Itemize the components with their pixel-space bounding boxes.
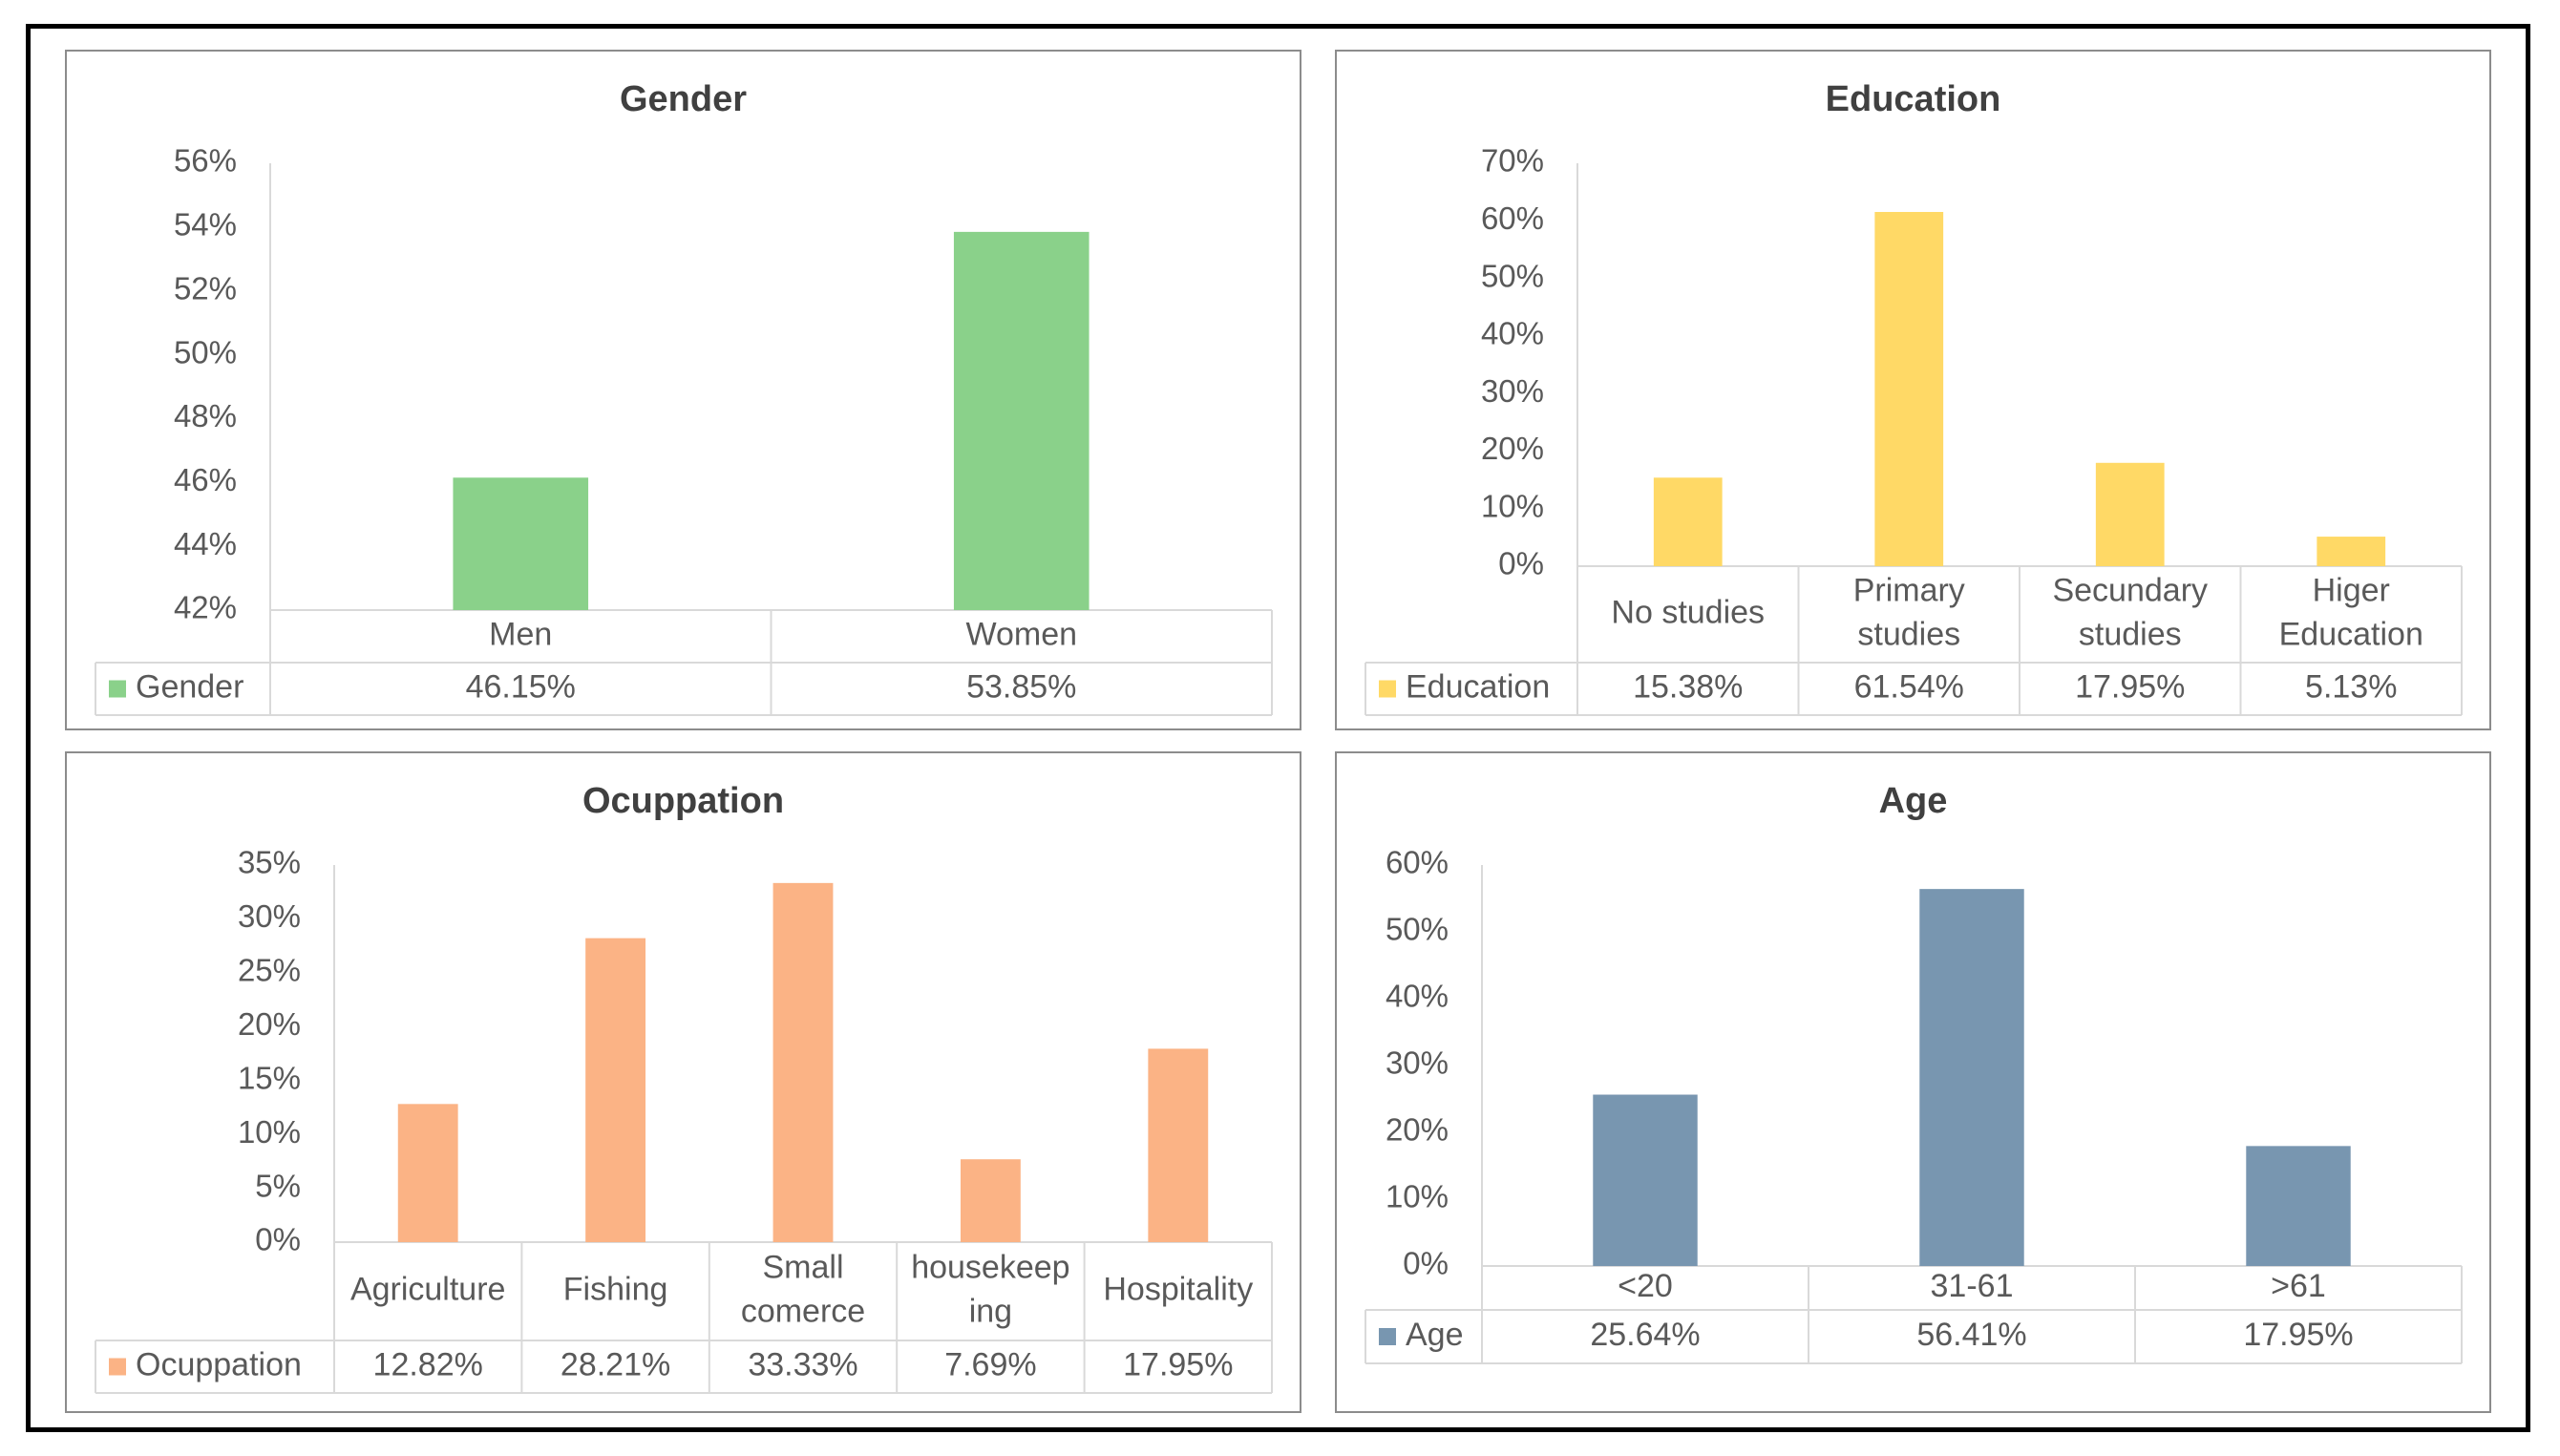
age-value-label: 17.95% (2243, 1317, 2353, 1353)
gender-legend-key (109, 680, 126, 698)
education-category-label: Higer (2313, 572, 2390, 608)
age-bar-1 (1919, 889, 2024, 1266)
gender-bar-1 (953, 231, 1090, 610)
age-bar-2 (2246, 1146, 2351, 1266)
age-category-label: 31-61 (1931, 1268, 2014, 1304)
age-bar-0 (1593, 1094, 1698, 1266)
gender-y-tick-label: 50% (174, 334, 237, 369)
age-legend-label: Age (1406, 1317, 1464, 1353)
education-y-tick-label: 50% (1481, 258, 1544, 293)
education-legend-label: Education (1406, 668, 1550, 705)
education-category-label: Primary (1853, 572, 1965, 608)
occupation-bar-1 (585, 938, 646, 1242)
occupation-chart: Ocuppation 0% 5% 10% 15% 20% 25% 30% 35% Ocuppati… (95, 781, 1273, 1394)
age-category-label: >61 (2271, 1268, 2326, 1304)
occupation-bar-2 (772, 882, 834, 1242)
age-chart-panel: Age 0% 10% 20% 30% 40% 50% 60% Age <20 25.64% 31-61… (1335, 751, 2491, 1413)
age-y-tick-label: 20% (1386, 1112, 1449, 1148)
age-category-label: <20 (1618, 1268, 1673, 1304)
occupation-category-label: ing (969, 1293, 1012, 1329)
occupation-y-tick-label: 30% (238, 898, 301, 934)
occupation-y-tick-label: 10% (238, 1114, 301, 1150)
age-value-label: 56.41% (1916, 1317, 2026, 1353)
age-y-tick-label: 10% (1386, 1179, 1449, 1214)
occupation-legend-key (109, 1358, 126, 1376)
education-chart: Education 0% 10% 20% 30% 40% 50% 60% 70% Educatio… (1365, 79, 2463, 716)
gender-category-label: Men (489, 616, 552, 652)
occupation-chart-title: Ocuppation (582, 781, 784, 821)
occupation-category-label: Small (762, 1249, 843, 1285)
education-y-tick-label: 30% (1481, 373, 1544, 409)
age-legend-key (1379, 1328, 1396, 1345)
education-value-label: 17.95% (2075, 668, 2185, 705)
gender-legend-label: Gender (136, 668, 243, 705)
gender-y-tick-label: 44% (174, 526, 237, 561)
education-category-label: studies (1857, 616, 1960, 652)
occupation-bar-3 (960, 1159, 1021, 1242)
age-y-tick-label: 40% (1386, 979, 1449, 1014)
education-y-tick-label: 70% (1481, 143, 1544, 179)
gender-y-tick-label: 42% (174, 590, 237, 625)
occupation-y-tick-label: 15% (238, 1060, 301, 1095)
age-value-label: 25.64% (1590, 1317, 1700, 1353)
gender-chart-panel: Gender 42% 44% 46% 48% 50% 52% 54% 56% Gender Men 4… (65, 50, 1301, 730)
age-y-tick-label: 0% (1403, 1246, 1449, 1281)
education-category-label: Secundary (2052, 572, 2208, 608)
education-y-tick-label: 10% (1481, 488, 1544, 523)
education-category-label: No studies (1611, 594, 1765, 630)
gender-value-label: 46.15% (466, 668, 576, 705)
occupation-category-label: comerce (741, 1293, 865, 1329)
age-y-tick-label: 60% (1386, 845, 1449, 880)
occupation-bar-4 (1148, 1048, 1209, 1242)
gender-y-tick-label: 56% (174, 143, 237, 179)
age-y-tick-label: 30% (1386, 1045, 1449, 1081)
occupation-y-tick-label: 5% (255, 1168, 301, 1203)
gender-y-tick-label: 52% (174, 270, 237, 306)
occupation-chart-panel: Ocuppation 0% 5% 10% 15% 20% 25% 30% 35% Ocuppati… (65, 751, 1301, 1413)
gender-chart: Gender 42% 44% 46% 48% 50% 52% 54% 56% Gender Men 4… (95, 79, 1273, 716)
education-chart-panel: Education 0% 10% 20% 30% 40% 50% 60% 70% Educatio… (1335, 50, 2491, 730)
occupation-y-tick-label: 25% (238, 953, 301, 988)
occupation-y-tick-label: 20% (238, 1006, 301, 1042)
occupation-value-label: 17.95% (1123, 1346, 1233, 1382)
age-chart: Age 0% 10% 20% 30% 40% 50% 60% Age <20 25.64% 31-61… (1365, 781, 2463, 1364)
education-bar-0 (1653, 477, 1723, 566)
gender-value-label: 53.85% (966, 668, 1076, 705)
gender-bar-0 (453, 477, 589, 610)
education-y-tick-label: 0% (1498, 546, 1544, 581)
education-y-tick-label: 20% (1481, 431, 1544, 466)
occupation-value-label: 7.69% (944, 1346, 1036, 1382)
occupation-category-label: Fishing (563, 1271, 668, 1307)
education-value-label: 15.38% (1633, 668, 1743, 705)
gender-chart-title: Gender (620, 79, 747, 119)
age-chart-title: Age (1879, 781, 1948, 821)
occupation-y-tick-label: 35% (238, 845, 301, 880)
occupation-value-label: 33.33% (748, 1346, 857, 1382)
education-y-tick-label: 40% (1481, 316, 1544, 351)
age-y-tick-label: 50% (1386, 912, 1449, 947)
education-value-label: 61.54% (1854, 668, 1964, 705)
gender-y-tick-label: 46% (174, 462, 237, 497)
education-bar-1 (1874, 212, 1944, 566)
education-category-label: Education (2279, 616, 2423, 652)
occupation-y-tick-label: 0% (255, 1222, 301, 1257)
occupation-value-label: 12.82% (373, 1346, 483, 1382)
gender-category-label: Women (965, 616, 1077, 652)
education-bar-3 (2317, 537, 2386, 566)
education-y-tick-label: 60% (1481, 200, 1544, 236)
occupation-bar-0 (397, 1104, 458, 1242)
occupation-category-label: Hospitality (1103, 1271, 1253, 1307)
education-value-label: 5.13% (2305, 668, 2397, 705)
occupation-legend-label: Ocuppation (136, 1346, 302, 1382)
education-category-label: studies (2079, 616, 2182, 652)
education-bar-2 (2095, 462, 2165, 566)
education-chart-title: Education (1826, 79, 2001, 119)
occupation-category-label: Agriculture (350, 1271, 506, 1307)
gender-y-tick-label: 48% (174, 398, 237, 433)
occupation-value-label: 28.21% (561, 1346, 670, 1382)
occupation-category-label: housekeep (911, 1249, 1069, 1285)
gender-y-tick-label: 54% (174, 207, 237, 243)
education-legend-key (1379, 680, 1396, 698)
